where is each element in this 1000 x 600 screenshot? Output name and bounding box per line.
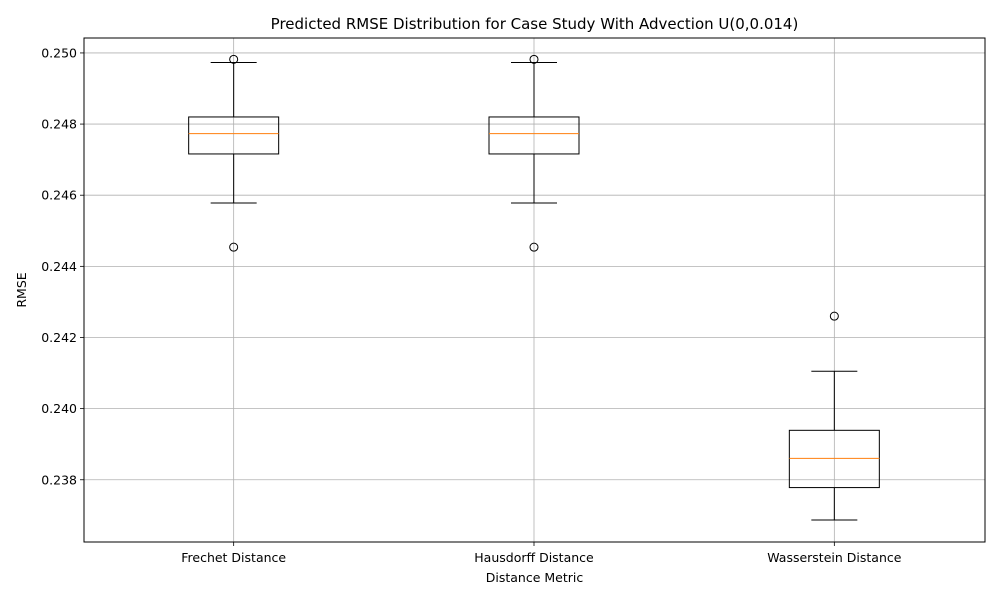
y-axis-ticks: 0.238 0.240 0.242 0.244 0.246 0.248 0.250 <box>41 45 84 487</box>
box-plot <box>188 54 280 252</box>
y-tick-label: 0.244 <box>41 259 77 274</box>
box <box>488 116 580 155</box>
outlier-point <box>229 54 239 64</box>
outlier-point <box>829 311 839 321</box>
box-plot <box>788 311 880 521</box>
box <box>188 116 280 155</box>
y-tick-label: 0.238 <box>41 472 77 487</box>
y-tick-label: 0.242 <box>41 330 77 345</box>
plot-frame <box>83 37 986 543</box>
x-tick-label: Wasserstein Distance <box>767 550 902 565</box>
box-plot <box>488 54 580 252</box>
y-tick-label: 0.250 <box>41 45 77 60</box>
outlier-point <box>529 242 539 252</box>
y-axis-label: RMSE <box>14 272 29 307</box>
x-tick-label: Hausdorff Distance <box>474 550 594 565</box>
x-axis-ticks: Frechet Distance Hausdorff Distance Wasser… <box>181 542 902 565</box>
outlier-point <box>229 242 239 252</box>
y-tick-label: 0.248 <box>41 117 77 132</box>
y-tick-label: 0.246 <box>41 188 77 203</box>
box-plots <box>188 54 880 521</box>
chart-title: Predicted RMSE Distribution for Case Stu… <box>271 15 799 33</box>
y-tick-label: 0.240 <box>41 401 77 416</box>
x-tick-label: Frechet Distance <box>181 550 286 565</box>
x-axis-label: Distance Metric <box>486 570 584 585</box>
box <box>788 429 880 489</box>
outlier-point <box>529 54 539 64</box>
